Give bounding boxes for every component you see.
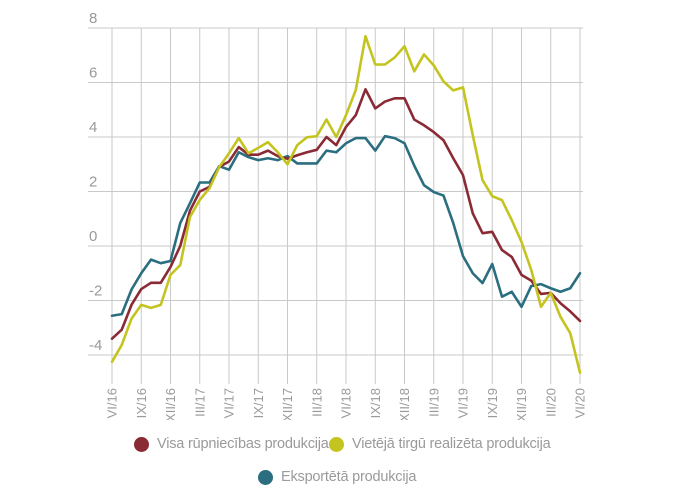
x-tick-label: III/20 — [543, 388, 558, 417]
legend-item-visa-rupniecibas[interactable]: Visa rūpniecības produkcija — [134, 436, 329, 452]
legend-swatch-yellow — [329, 436, 344, 452]
x-tick-label: III/18 — [309, 388, 324, 417]
x-tick-label: XII/17 — [280, 388, 295, 420]
horizontal-gridlines — [88, 27, 583, 356]
legend-label: Visa rūpniecības produkcija — [157, 436, 329, 452]
y-tick-label: 0 — [89, 228, 97, 245]
x-tick-label: XII/19 — [514, 388, 529, 420]
series-2 — [110, 134, 582, 318]
x-tick-label: VI/20 — [573, 388, 588, 418]
x-tick-label: IX/16 — [134, 388, 149, 418]
y-tick-label: -4 — [89, 337, 102, 354]
line-chart: 8 6 4 2 0 -2 -4 VI/16 IX/16 XII/16 III/17 VI/17 IX/… — [88, 10, 588, 420]
series-1 — [110, 34, 582, 375]
x-tick-label: IX/19 — [485, 388, 500, 418]
legend-item-eksporteta[interactable]: Eksportētā produkcija — [258, 469, 416, 485]
y-tick-label: 4 — [89, 119, 97, 136]
legend-item-vieteja-tirgu[interactable]: Vietējā tirgū realizēta produkcija — [329, 436, 551, 452]
y-axis-tick-labels: 8 6 4 2 0 -2 -4 — [89, 10, 102, 354]
series-0 — [110, 88, 582, 340]
legend-swatch-teal — [258, 469, 273, 485]
x-tick-label: VI/16 — [105, 388, 120, 418]
series-lines — [110, 34, 582, 375]
x-tick-label: VI/17 — [222, 388, 237, 418]
x-tick-label: XII/18 — [397, 388, 412, 420]
x-tick-label: XII/16 — [163, 388, 178, 420]
x-tick-label: VI/18 — [339, 388, 354, 418]
x-tick-label: VI/19 — [456, 388, 471, 418]
y-tick-label: 6 — [89, 65, 97, 82]
vertical-gridlines — [111, 28, 581, 384]
y-tick-label: 8 — [89, 10, 97, 27]
x-tick-label: IX/18 — [368, 388, 383, 418]
x-axis-tick-labels: VI/16 IX/16 XII/16 III/17 VI/17 IX/17 XII/17 II… — [105, 388, 588, 420]
legend-label: Eksportētā produkcija — [281, 469, 417, 485]
x-tick-label: III/17 — [192, 388, 207, 417]
legend-label: Vietējā tirgū realizēta produkcija — [352, 436, 551, 452]
x-tick-label: IX/17 — [251, 388, 266, 418]
x-tick-label: III/19 — [426, 388, 441, 417]
legend-swatch-red — [134, 436, 149, 452]
y-tick-label: -2 — [89, 283, 102, 300]
y-tick-label: 2 — [89, 174, 97, 191]
